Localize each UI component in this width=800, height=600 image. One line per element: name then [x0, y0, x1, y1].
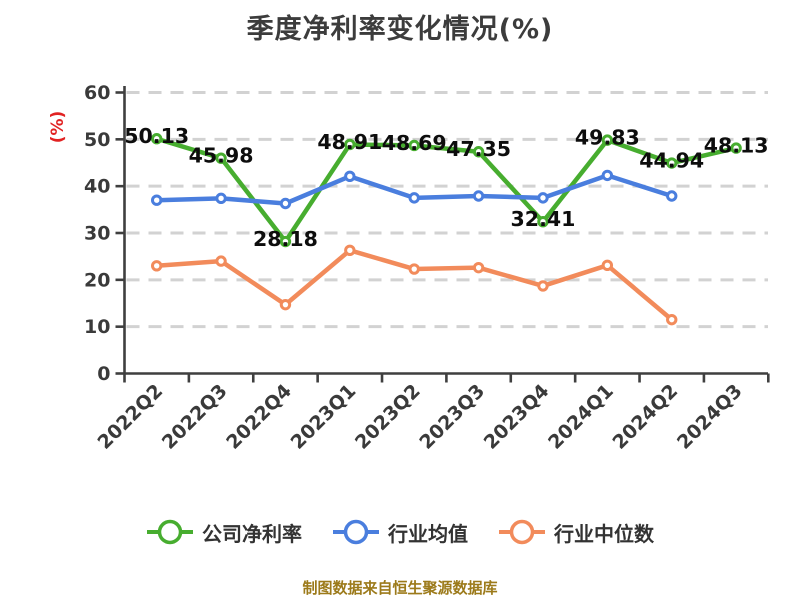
y-tick-label: 10	[84, 316, 110, 338]
company-marker	[150, 133, 163, 145]
y-tick-label: 30	[84, 223, 110, 245]
value-label: 28.18	[253, 227, 318, 251]
y-tick-label: 40	[84, 176, 110, 198]
value-label: 49.83	[575, 126, 640, 150]
industry_avg-marker	[150, 194, 163, 206]
industry_median-marker	[601, 259, 614, 272]
legend-item-company[interactable]: 公司净利率	[146, 514, 302, 550]
x-tick-label: 2022Q4	[222, 380, 296, 454]
value-label: 47.35	[446, 137, 511, 161]
industry_median-line	[154, 248, 674, 322]
value-label: 44.94	[639, 149, 704, 173]
company-marker	[344, 138, 356, 151]
company-marker	[730, 142, 742, 154]
x-tick-label: 2022Q2	[93, 380, 167, 454]
industry_avg-marker	[472, 190, 485, 202]
chart-title: 季度净利率变化情况(%)	[246, 14, 554, 45]
industry_median-marker	[150, 260, 163, 272]
x-tick-label: 2022Q3	[158, 380, 232, 454]
company-marker	[215, 152, 227, 164]
industry_avg-marker	[344, 170, 356, 183]
x-tick-label: 2024Q3	[673, 380, 747, 454]
value-label: 45.98	[189, 144, 254, 168]
value-label: 48.69	[382, 131, 447, 155]
industry_median-marker	[344, 244, 356, 257]
industry_median-marker	[472, 261, 485, 274]
industry_avg-marker	[215, 192, 227, 205]
legend-marker-icon	[499, 519, 545, 545]
legend-circle	[157, 519, 183, 545]
industry_median-marker	[666, 313, 678, 326]
y-axis-unit-label: (%)	[48, 111, 68, 144]
company-marker	[279, 235, 292, 248]
x-tick-label: 2024Q1	[544, 380, 618, 454]
x-tick-label: 2024Q2	[609, 380, 683, 454]
legend-marker-icon	[147, 519, 193, 545]
y-tick-label: 20	[84, 269, 110, 291]
legend-circle	[509, 519, 535, 545]
industry_median-marker	[537, 280, 549, 292]
legend-item-industry_avg[interactable]: 行业均值	[332, 514, 468, 550]
value-label: 50.13	[124, 124, 189, 148]
legend: 公司净利率 行业均值 行业中位数	[0, 514, 800, 550]
industry_avg-marker	[408, 192, 420, 204]
value-label: 32.41	[511, 207, 576, 231]
y-tick-label: 50	[84, 129, 110, 151]
footer-note: 制图数据来自恒生聚源数据库	[302, 579, 498, 597]
legend-marker-icon	[333, 519, 379, 545]
x-tick-label: 2023Q1	[287, 380, 361, 454]
industry_avg-marker	[601, 169, 614, 182]
value-label: 48.13	[704, 134, 769, 158]
legend-label: 行业中位数	[554, 521, 654, 546]
legend-label: 公司净利率	[202, 521, 302, 546]
legend-circle	[343, 519, 369, 545]
industry_median-marker	[215, 255, 227, 267]
company-marker	[601, 134, 614, 146]
industry_median-marker	[279, 298, 292, 311]
y-tick-label: 0	[97, 363, 110, 385]
industry_median-marker	[408, 263, 420, 275]
company-marker	[408, 139, 420, 152]
company-marker	[666, 157, 678, 169]
industry_avg-marker	[666, 190, 678, 202]
x-tick-label: 2023Q4	[480, 380, 554, 454]
y-tick-label: 60	[84, 82, 110, 104]
industry_avg-marker	[537, 192, 549, 204]
industry_avg-marker	[279, 197, 292, 210]
value-label: 48.91	[317, 130, 382, 154]
legend-item-industry_median[interactable]: 行业中位数	[498, 514, 654, 550]
x-tick-label: 2023Q2	[351, 380, 425, 454]
legend-label: 行业均值	[388, 521, 468, 546]
company-marker	[472, 146, 485, 158]
x-tick-label: 2023Q3	[415, 380, 489, 454]
company-marker	[537, 216, 549, 228]
